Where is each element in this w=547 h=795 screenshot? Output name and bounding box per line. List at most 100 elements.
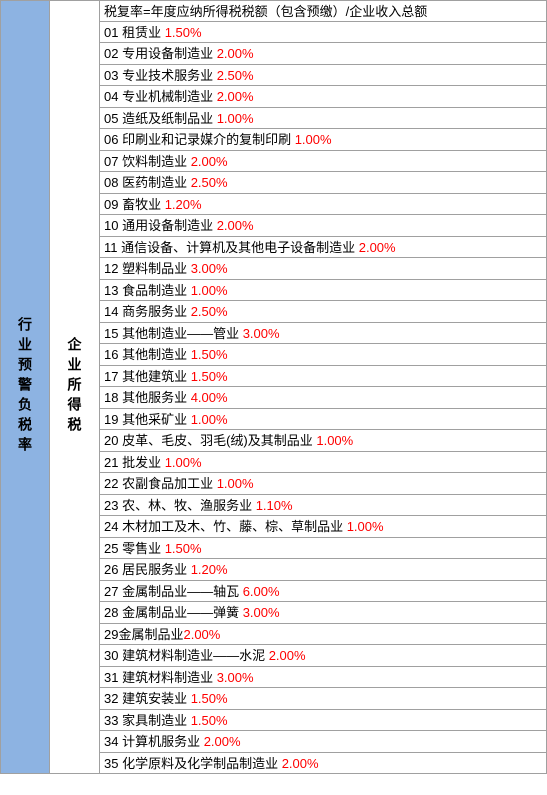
industry-name: 计算机服务业 [122, 734, 204, 749]
row-number: 17 [104, 369, 122, 384]
industry-name: 家具制造业 [122, 713, 191, 728]
row-number: 04 [104, 89, 122, 104]
row-number: 32 [104, 691, 122, 706]
tax-rate: 2.00% [359, 240, 396, 255]
industry-name: 食品制造业 [122, 283, 191, 298]
tax-rate: 3.00% [191, 261, 228, 276]
table-row: 32 建筑安装业 1.50% [100, 688, 547, 710]
row-number: 12 [104, 261, 122, 276]
row-number: 33 [104, 713, 122, 728]
table-row: 14 商务服务业 2.50% [100, 301, 547, 323]
row-number: 10 [104, 218, 122, 233]
tax-rate: 1.00% [217, 111, 254, 126]
row-number: 27 [104, 584, 122, 599]
industry-name: 专业机械制造业 [122, 89, 217, 104]
tax-rate: 1.00% [191, 412, 228, 427]
table-row: 21 批发业 1.00% [100, 452, 547, 474]
industry-name: 通信设备、计算机及其他电子设备制造业 [121, 240, 359, 255]
table-row: 35 化学原料及化学制品制造业 2.00% [100, 753, 547, 775]
industry-name: 专用设备制造业 [122, 46, 217, 61]
tax-rate: 1.20% [191, 562, 228, 577]
industry-name: 金属制品业——弹簧 [122, 605, 243, 620]
category-label: 行业预警负税率 [15, 317, 35, 457]
table-row: 12 塑料制品业 3.00% [100, 258, 547, 280]
tax-rate: 1.50% [165, 541, 202, 556]
tax-rate-table: 行业预警负税率 企业所得税 税复率=年度应纳所得税税额（包含预缴）/企业收入总额… [0, 0, 547, 774]
tax-rate: 2.50% [191, 175, 228, 190]
tax-rate: 2.00% [282, 756, 319, 771]
table-row: 09 畜牧业 1.20% [100, 194, 547, 216]
industry-name: 租赁业 [122, 25, 165, 40]
tax-rate: 2.00% [217, 218, 254, 233]
table-row: 16 其他制造业 1.50% [100, 344, 547, 366]
table-row: 23 农、林、牧、渔服务业 1.10% [100, 495, 547, 517]
table-row: 01 租赁业 1.50% [100, 22, 547, 44]
table-row: 29金属制品业2.00% [100, 624, 547, 646]
row-number: 26 [104, 562, 122, 577]
category-column: 行业预警负税率 [0, 0, 50, 774]
table-row: 33 家具制造业 1.50% [100, 710, 547, 732]
industry-name: 居民服务业 [122, 562, 191, 577]
industry-name: 皮革、毛皮、羽毛(绒)及其制品业 [122, 433, 316, 448]
table-row: 10 通用设备制造业 2.00% [100, 215, 547, 237]
row-number: 16 [104, 347, 122, 362]
table-row: 05 造纸及纸制品业 1.00% [100, 108, 547, 130]
table-row: 18 其他服务业 4.00% [100, 387, 547, 409]
row-number: 31 [104, 670, 122, 685]
table-row: 30 建筑材料制造业——水泥 2.00% [100, 645, 547, 667]
row-number: 06 [104, 132, 122, 147]
row-number: 07 [104, 154, 122, 169]
tax-rate: 6.00% [243, 584, 280, 599]
tax-rate: 2.00% [269, 648, 306, 663]
table-row: 15 其他制造业——管业 3.00% [100, 323, 547, 345]
tax-rate: 2.00% [183, 627, 220, 642]
tax-rate: 2.50% [191, 304, 228, 319]
row-number: 15 [104, 326, 122, 341]
tax-rate: 1.00% [316, 433, 353, 448]
table-row: 28 金属制品业——弹簧 3.00% [100, 602, 547, 624]
row-number: 34 [104, 734, 122, 749]
industry-name: 印刷业和记录媒介的复制印刷 [122, 132, 295, 147]
tax-rate: 1.50% [191, 713, 228, 728]
table-row: 27 金属制品业——轴瓦 6.00% [100, 581, 547, 603]
row-number: 20 [104, 433, 122, 448]
industry-name: 造纸及纸制品业 [122, 111, 217, 126]
tax-rate: 3.00% [243, 605, 280, 620]
industry-name: 零售业 [122, 541, 165, 556]
tax-rate: 2.00% [204, 734, 241, 749]
table-row: 34 计算机服务业 2.00% [100, 731, 547, 753]
table-row: 04 专业机械制造业 2.00% [100, 86, 547, 108]
industry-name: 医药制造业 [122, 175, 191, 190]
table-row: 26 居民服务业 1.20% [100, 559, 547, 581]
table-row: 20 皮革、毛皮、羽毛(绒)及其制品业 1.00% [100, 430, 547, 452]
industry-name: 农副食品加工业 [122, 476, 217, 491]
row-number: 22 [104, 476, 122, 491]
row-number: 30 [104, 648, 122, 663]
row-number: 18 [104, 390, 122, 405]
tax-rate: 1.50% [191, 369, 228, 384]
industry-name: 其他建筑业 [122, 369, 191, 384]
tax-rate: 2.00% [191, 154, 228, 169]
tax-rate: 1.50% [191, 347, 228, 362]
row-number: 03 [104, 68, 122, 83]
industry-name: 建筑安装业 [122, 691, 191, 706]
industry-name: 建筑材料制造业——水泥 [122, 648, 269, 663]
table-row: 11 通信设备、计算机及其他电子设备制造业 2.00% [100, 237, 547, 259]
row-number: 08 [104, 175, 122, 190]
tax-rate: 1.50% [191, 691, 228, 706]
table-row: 08 医药制造业 2.50% [100, 172, 547, 194]
industry-name: 木材加工及木、竹、藤、棕、草制品业 [122, 519, 347, 534]
industry-name: 化学原料及化学制品制造业 [122, 756, 282, 771]
industry-name: 其他服务业 [122, 390, 191, 405]
table-row: 02 专用设备制造业 2.00% [100, 43, 547, 65]
row-number: 02 [104, 46, 122, 61]
row-number: 28 [104, 605, 122, 620]
tax-rate: 3.00% [217, 670, 254, 685]
data-column: 税复率=年度应纳所得税税额（包含预缴）/企业收入总额 01 租赁业 1.50%0… [100, 0, 547, 774]
tax-rate: 1.00% [217, 476, 254, 491]
industry-name: 其他采矿业 [122, 412, 191, 427]
tax-rate: 1.00% [191, 283, 228, 298]
industry-name: 塑料制品业 [122, 261, 191, 276]
formula-header: 税复率=年度应纳所得税税额（包含预缴）/企业收入总额 [100, 0, 547, 22]
row-number: 09 [104, 197, 122, 212]
